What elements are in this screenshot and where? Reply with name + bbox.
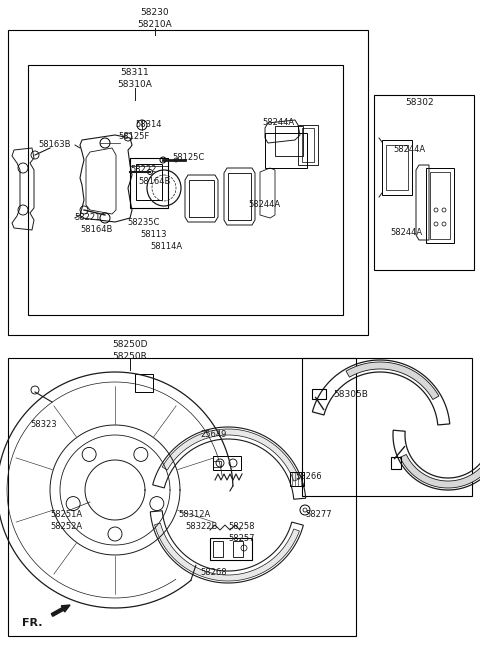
Bar — [298, 125, 318, 165]
Text: 58277: 58277 — [305, 510, 332, 519]
Bar — [228, 173, 251, 220]
Bar — [265, 133, 307, 168]
Bar — [130, 158, 168, 208]
FancyArrow shape — [51, 605, 70, 616]
Polygon shape — [346, 362, 439, 399]
Text: 58244A: 58244A — [393, 145, 425, 154]
Bar — [213, 456, 241, 470]
Bar — [136, 164, 162, 200]
Text: 58244A: 58244A — [390, 228, 422, 237]
Text: 58125F: 58125F — [118, 132, 149, 141]
Bar — [374, 95, 474, 270]
Bar — [312, 389, 325, 399]
Bar — [135, 374, 153, 392]
Text: 58314: 58314 — [135, 120, 161, 129]
Text: 58113: 58113 — [140, 230, 167, 239]
Polygon shape — [162, 429, 300, 481]
Text: 58222: 58222 — [130, 165, 156, 174]
Bar — [213, 461, 221, 467]
Bar — [382, 140, 412, 195]
Text: 58258: 58258 — [228, 522, 254, 531]
Text: 58251A: 58251A — [50, 510, 82, 519]
Text: 58114A: 58114A — [150, 242, 182, 251]
Bar — [275, 126, 303, 156]
Bar — [8, 358, 356, 636]
Text: 58323: 58323 — [30, 420, 57, 429]
Bar — [430, 172, 450, 239]
Text: 58221: 58221 — [74, 213, 100, 222]
Text: 58312A: 58312A — [178, 510, 210, 519]
Text: 58252A: 58252A — [50, 522, 82, 531]
Text: 58163B: 58163B — [38, 140, 71, 149]
Text: 58310A: 58310A — [118, 80, 153, 89]
Text: 58322B: 58322B — [185, 522, 217, 531]
Bar — [130, 158, 168, 166]
Text: 58268: 58268 — [200, 568, 227, 577]
Text: 58164B: 58164B — [138, 177, 170, 186]
Text: 58250D: 58250D — [112, 340, 148, 349]
Bar — [302, 358, 472, 496]
Text: 58266: 58266 — [295, 472, 322, 481]
Text: 58125C: 58125C — [172, 153, 204, 162]
Bar — [213, 541, 223, 557]
Text: 58244A: 58244A — [262, 118, 294, 127]
Polygon shape — [155, 523, 300, 581]
Bar — [290, 472, 304, 486]
Text: 58235C: 58235C — [127, 218, 159, 227]
Bar — [28, 65, 343, 315]
Text: 58302: 58302 — [406, 98, 434, 107]
Text: 58244A: 58244A — [248, 200, 280, 209]
Bar — [8, 30, 368, 335]
Text: 58164B: 58164B — [80, 225, 112, 234]
Text: 58230: 58230 — [141, 8, 169, 17]
Text: 25649: 25649 — [200, 430, 227, 439]
Bar — [391, 457, 400, 469]
Bar — [426, 168, 454, 243]
Text: 58311: 58311 — [120, 68, 149, 77]
Text: 58305B: 58305B — [333, 390, 368, 399]
Text: 58250R: 58250R — [113, 352, 147, 361]
Bar — [233, 541, 243, 557]
Text: 58210A: 58210A — [138, 20, 172, 29]
Bar — [302, 128, 314, 162]
Bar — [210, 538, 252, 560]
Text: 58257: 58257 — [228, 534, 254, 543]
Polygon shape — [400, 455, 480, 488]
Bar — [189, 180, 214, 217]
Bar — [386, 145, 408, 190]
Text: FR.: FR. — [22, 618, 43, 628]
